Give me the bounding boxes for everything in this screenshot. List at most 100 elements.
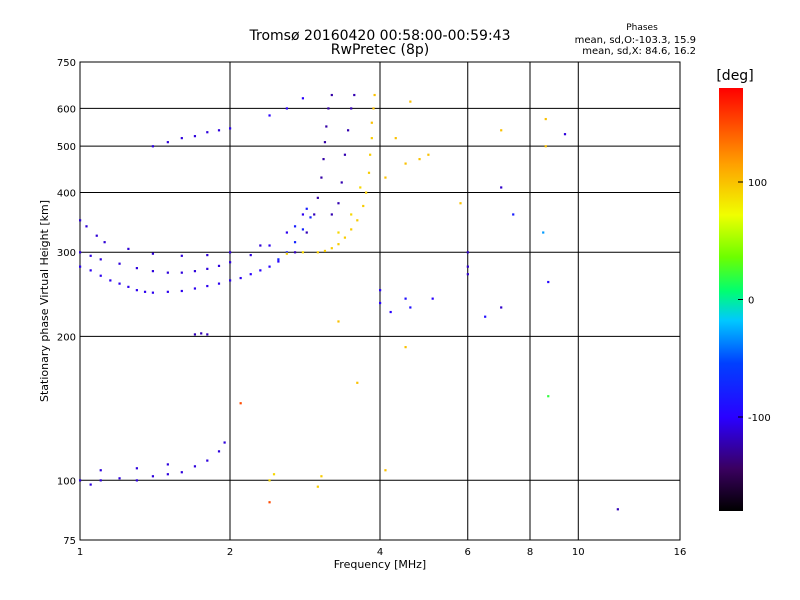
data-point [239,402,242,405]
data-point [206,284,209,288]
data-point [103,241,106,244]
data-point [305,231,308,234]
data-point [500,129,503,132]
data-point [466,265,469,268]
data-point [305,207,308,210]
data-points [79,93,619,511]
data-point [135,479,138,482]
data-point [350,228,353,231]
data-point [563,133,567,136]
data-point [616,508,619,511]
data-point [379,289,382,292]
data-point [135,289,138,292]
data-point [293,225,297,228]
data-point [466,251,469,254]
data-point [330,247,333,250]
data-point [418,158,421,161]
data-point [369,153,372,156]
data-point [346,129,350,132]
data-point [206,459,209,462]
x-tick-label: 8 [527,547,533,558]
data-point [384,176,387,179]
data-point [118,282,121,285]
y-axis-label: Stationary phase Virtual Height [km] [38,200,51,402]
data-point [500,306,503,309]
data-point [259,244,262,247]
data-point [277,260,280,263]
data-point [309,216,312,219]
y-tick-label: 300 [57,248,76,259]
x-tick-label: 6 [465,547,471,558]
data-point [340,181,343,184]
data-point [350,213,353,216]
data-point [409,306,412,309]
data-point [99,479,102,482]
data-point [127,285,130,288]
data-point [343,236,347,239]
data-point [431,297,434,300]
data-point [313,213,316,216]
data-point [206,267,209,270]
data-point [459,202,462,205]
data-point [99,258,102,261]
data-point [330,213,333,216]
data-point [151,270,155,273]
data-point [259,269,262,272]
data-point [118,262,121,265]
data-point [217,264,221,267]
data-point [394,137,397,140]
x-tick-label: 16 [674,547,687,558]
data-point [268,265,271,268]
data-point [268,479,271,482]
data-point [379,301,382,305]
y-tick-label: 600 [57,104,76,115]
data-point [330,93,333,97]
data-point [327,107,330,110]
data-point [337,202,340,205]
data-point [135,267,138,270]
data-point [79,251,82,254]
data-point [404,297,407,300]
data-point [512,213,515,216]
data-point [337,231,340,234]
data-point [316,485,319,488]
phases-o-stats: mean, sd,O:-103.3, 15.9 [575,35,696,46]
data-point [285,252,288,255]
data-point [193,270,197,273]
data-point [166,141,169,144]
data-point [301,213,305,216]
data-point [95,234,98,237]
data-point [370,137,373,140]
data-point [206,333,209,336]
data-point [404,162,407,165]
data-point [206,131,209,134]
data-point [180,271,183,274]
data-point [484,315,487,318]
data-point [293,251,297,254]
axis-ticks: 1 2 4 6 8 10 16 75 100 200 300 400 500 600 750 [57,58,686,558]
data-point [409,100,412,103]
data-point [356,219,359,222]
data-point [166,463,169,466]
y-tick-label: 750 [57,58,76,69]
data-point [180,289,183,293]
data-point [367,171,371,174]
data-point [217,129,221,132]
data-point [206,254,209,257]
x-tick-label: 1 [77,547,83,558]
data-point [350,107,353,110]
data-point [268,114,271,117]
data-point [285,107,288,110]
data-point [79,219,82,222]
data-point [268,244,271,247]
data-point [85,225,88,228]
data-point [118,477,121,480]
data-point [301,251,305,254]
data-point [389,310,392,314]
data-point [99,469,102,472]
data-point [217,450,221,453]
data-point [79,265,82,268]
data-point [99,274,102,277]
data-point [427,153,430,156]
